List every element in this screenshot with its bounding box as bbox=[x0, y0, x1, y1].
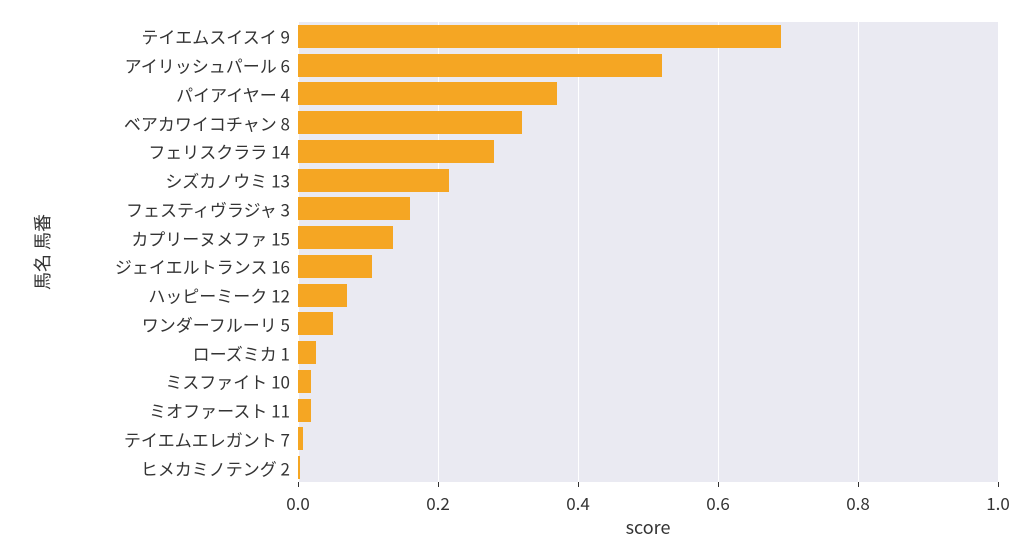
y-tick-label: ヒメカミノテング 2 bbox=[141, 455, 290, 480]
y-tick-label: ベアカワイコチャン 8 bbox=[124, 110, 290, 135]
bar bbox=[298, 370, 311, 393]
y-tick-label: ローズミカ 1 bbox=[193, 340, 290, 365]
gridline bbox=[998, 22, 999, 482]
chart-figure: テイエムスイスイ 9 アイリッシュパール 6 パイアイヤー 4 ベアカワイコチャン 8… bbox=[0, 0, 1024, 548]
bar bbox=[298, 312, 333, 335]
bar bbox=[298, 54, 662, 77]
gridline bbox=[718, 22, 719, 482]
x-tick-mark bbox=[438, 482, 439, 487]
bar bbox=[298, 25, 781, 48]
y-tick-label: テイエムエレガント 7 bbox=[124, 426, 290, 451]
plot-area bbox=[298, 22, 998, 482]
y-tick-label: カプリーヌメファ 15 bbox=[131, 225, 290, 250]
bar bbox=[298, 399, 311, 422]
y-tick-label: ミオファースト 11 bbox=[149, 398, 290, 423]
y-tick-label: パイアイヤー 4 bbox=[176, 81, 290, 106]
bar bbox=[298, 197, 410, 220]
bar bbox=[298, 226, 393, 249]
bar bbox=[298, 111, 522, 134]
bar bbox=[298, 140, 494, 163]
x-tick-mark bbox=[578, 482, 579, 487]
x-tick-label: 0.8 bbox=[846, 490, 870, 515]
bar bbox=[298, 456, 300, 479]
bar bbox=[298, 82, 557, 105]
x-tick-label: 0.2 bbox=[426, 490, 450, 515]
y-tick-label: フェスティヴラジャ 3 bbox=[126, 196, 290, 221]
bar bbox=[298, 255, 372, 278]
bar bbox=[298, 427, 303, 450]
bar bbox=[298, 284, 347, 307]
x-tick-mark bbox=[298, 482, 299, 487]
bar bbox=[298, 341, 316, 364]
y-tick-label: ワンダーフルーリ 5 bbox=[142, 311, 290, 336]
x-tick-label: 0.0 bbox=[286, 490, 310, 515]
x-tick-label: 0.6 bbox=[706, 490, 730, 515]
y-tick-label: シズカノウミ 13 bbox=[165, 168, 290, 193]
x-tick-label: 0.4 bbox=[566, 490, 590, 515]
x-tick-mark bbox=[718, 482, 719, 487]
y-tick-label: テイエムスイスイ 9 bbox=[141, 24, 290, 49]
y-axis-label: 馬名 馬番 bbox=[29, 214, 55, 290]
bar bbox=[298, 169, 449, 192]
y-tick-label: アイリッシュパール 6 bbox=[125, 53, 290, 78]
y-tick-label: ミスファイト 10 bbox=[165, 369, 290, 394]
x-tick-label: 1.0 bbox=[986, 490, 1010, 515]
x-tick-mark bbox=[858, 482, 859, 487]
x-tick-mark bbox=[998, 482, 999, 487]
y-tick-label: ハッピーミーク 12 bbox=[148, 283, 290, 308]
gridline bbox=[578, 22, 579, 482]
y-tick-label: ジェイエルトランス 16 bbox=[115, 254, 290, 279]
y-tick-label: フェリスクララ 14 bbox=[148, 139, 290, 164]
gridline bbox=[858, 22, 859, 482]
x-axis-label: score bbox=[626, 514, 671, 540]
